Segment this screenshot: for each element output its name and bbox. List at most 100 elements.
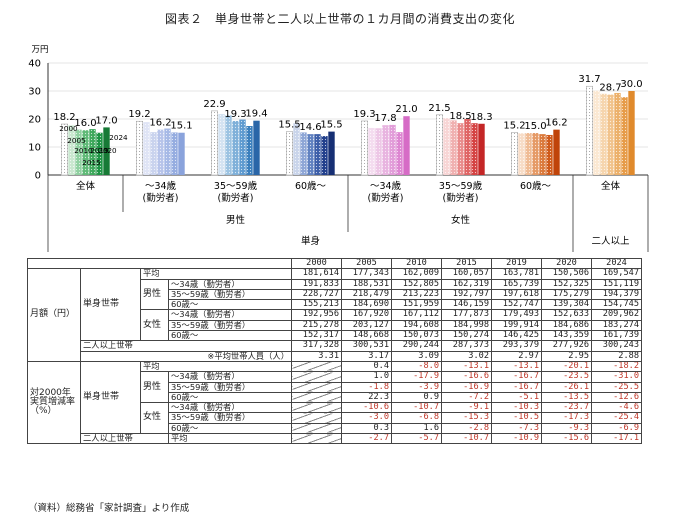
data-label: 17.0 (95, 115, 117, 126)
data-label: 17.8 (374, 113, 396, 124)
value-cell: -26.1 (541, 381, 592, 393)
value-cell: 0.4 (341, 360, 392, 373)
value-cell: 152,747 (491, 299, 542, 311)
value-cell: 3.31 (291, 350, 342, 362)
table-row: 60歳～ 155,213 184,690 151,959 146,159 152,747 1… (28, 299, 642, 311)
hatched-cell (291, 371, 342, 383)
year-header: 2015 (441, 257, 492, 270)
value-cell: 209,962 (591, 309, 642, 321)
value-cell: -31.0 (591, 371, 642, 383)
value-cell: 277,926 (541, 340, 592, 352)
data-label: 28.7 (599, 83, 621, 94)
bar (239, 119, 246, 175)
value-cell: -6.8 (391, 412, 442, 424)
bar (478, 123, 485, 175)
bar (89, 129, 96, 175)
row-label: ～34歳（勤労者） (168, 402, 292, 414)
data-label: 18.5 (449, 111, 471, 122)
bar (546, 134, 553, 175)
value-cell: 0.3 (341, 422, 392, 435)
value-cell: 160,057 (441, 268, 492, 280)
value-cell: 150,073 (391, 330, 442, 342)
value-cell: 152,805 (391, 278, 442, 290)
row-label: 60歳～ (168, 299, 292, 311)
x-category-label: ～34歳 (145, 180, 177, 192)
value-cell: -7.2 (441, 391, 492, 404)
y-tick-label: 20 (28, 115, 41, 126)
data-label: 31.7 (578, 74, 600, 85)
bar (285, 131, 293, 176)
row-label: 平均 (168, 433, 292, 445)
row-label: 60歳～ (168, 391, 292, 404)
value-cell: 148,668 (341, 330, 392, 342)
value-cell: -7.3 (491, 422, 542, 435)
male-group-label: 男性 (226, 214, 246, 226)
value-cell: -10.7 (391, 402, 442, 414)
value-cell: 1.6 (391, 422, 442, 435)
data-label: 14.6 (299, 122, 321, 133)
table-row: 二人以上世帯 平均 -2.7 -5.7 -10.7 -10.9 -15.6 -17.1 (28, 433, 642, 445)
data-label: 19.3 (224, 109, 246, 120)
bar (253, 120, 260, 175)
table-row: 60歳～ 152,317 148,668 150,073 150,274 146,425 1… (28, 330, 642, 342)
value-cell: 287,373 (441, 340, 492, 352)
y-tick-label: 0 (35, 171, 41, 182)
value-cell: -3.9 (391, 381, 442, 393)
value-cell: 167,920 (341, 309, 392, 321)
value-cell: 167,112 (391, 309, 442, 321)
value-cell: -17.1 (591, 433, 642, 445)
row-label: ～34歳（勤労者） (168, 309, 292, 321)
x-category-label: (勤労者) (443, 192, 479, 204)
value-cell: -16.7 (491, 371, 542, 383)
value-cell: -17.3 (541, 412, 592, 424)
source-note: （資料）総務省「家計調査」より作成 (28, 503, 190, 514)
value-cell: 162,009 (391, 268, 442, 280)
data-label: 21.5 (428, 103, 450, 114)
table-row: 2000 2005 2010 2015 2019 2020 2024 (27, 257, 642, 270)
value-cell: -10.3 (491, 402, 542, 414)
x-category-label: 35～59歳 (439, 180, 483, 192)
year-header: 2020 (541, 257, 592, 270)
value-cell: 152,633 (541, 309, 592, 321)
bar (457, 123, 464, 175)
data-label: 16.2 (149, 118, 171, 129)
bar (60, 123, 68, 176)
x-category-label: 60歳～ (295, 180, 327, 192)
value-cell: -4.6 (591, 402, 642, 414)
hatched-cell (291, 433, 342, 445)
y-unit-label: 万円 (31, 45, 48, 55)
value-cell: -5.1 (491, 391, 542, 404)
x-category-label: (勤労者) (143, 192, 179, 204)
value-cell: -23.7 (541, 402, 592, 414)
hatched-cell (291, 402, 342, 414)
data-label: 15.5 (278, 120, 300, 131)
table-row: 35～59歳（勤労者） 215,278 203,127 194,608 184,998 1… (28, 319, 642, 332)
value-cell: 163,781 (491, 268, 542, 280)
data-label: 21.0 (395, 104, 417, 115)
data-label: 16.2 (545, 118, 567, 129)
value-cell: -8.0 (391, 360, 442, 373)
bar (157, 129, 164, 175)
bar (211, 110, 219, 176)
x-category-label: ～34歳 (370, 180, 402, 192)
bar (150, 132, 157, 175)
year-header: 2000 (291, 257, 342, 270)
value-cell: -10.6 (341, 402, 392, 414)
bar (621, 97, 628, 175)
bar (178, 132, 185, 175)
value-cell: -5.7 (391, 433, 442, 445)
year-annotation: 2010 (74, 146, 93, 155)
year-header: 2010 (391, 257, 442, 270)
header-blank (27, 257, 292, 270)
value-cell: -16.7 (491, 381, 542, 393)
value-cell: 151,959 (391, 299, 442, 311)
row-label: 35～59歳（勤労者） (168, 319, 292, 332)
value-cell: -6.9 (591, 422, 642, 435)
value-cell: -25.4 (591, 412, 642, 424)
bar (464, 119, 471, 175)
value-cell: 203,127 (341, 319, 392, 332)
value-cell: 3.17 (341, 350, 392, 362)
value-cell: -15.6 (541, 433, 592, 445)
bar (553, 129, 560, 175)
value-cell: 213,223 (391, 288, 442, 301)
